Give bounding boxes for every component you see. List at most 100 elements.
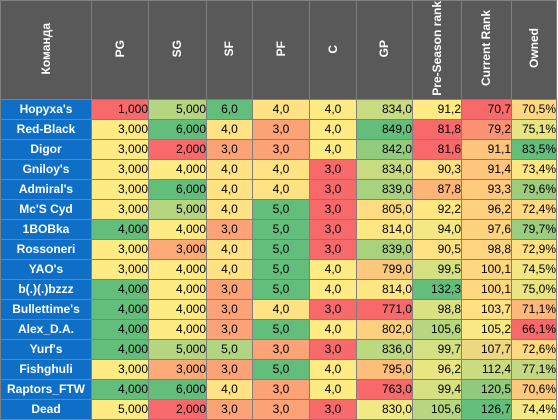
stat-cell[interactable]: 3,000 xyxy=(148,238,207,260)
stat-cell[interactable]: 4,0 xyxy=(206,118,253,140)
stat-cell[interactable]: 4,000 xyxy=(91,338,149,360)
stat-cell[interactable]: 72,6% xyxy=(511,338,557,360)
stat-cell[interactable]: 70,6% xyxy=(511,378,557,400)
team-name-cell[interactable]: Gniloy's xyxy=(0,158,92,180)
team-name-cell[interactable]: Bullettime's xyxy=(0,298,92,320)
stat-cell[interactable]: 103,7 xyxy=(461,298,512,320)
stat-cell[interactable]: 83,5% xyxy=(511,138,557,160)
stat-cell[interactable]: 79,2 xyxy=(461,118,512,140)
stat-cell[interactable]: 74,5% xyxy=(511,258,557,280)
stat-cell[interactable]: 5,000 xyxy=(148,338,207,360)
team-name-cell[interactable]: Mc'S Cyd xyxy=(0,198,92,220)
stat-cell[interactable]: 75,1% xyxy=(511,118,557,140)
stat-cell[interactable]: 6,000 xyxy=(148,178,207,200)
stat-cell[interactable]: 4,0 xyxy=(206,158,253,180)
stat-cell[interactable]: 91,2 xyxy=(412,98,462,120)
stat-cell[interactable]: 72,9% xyxy=(511,238,557,260)
stat-cell[interactable]: 4,000 xyxy=(148,298,207,320)
stat-cell[interactable]: 126,7 xyxy=(461,398,512,420)
stat-cell[interactable]: 799,0 xyxy=(356,258,413,280)
stat-cell[interactable]: 6,000 xyxy=(148,378,207,400)
stat-cell[interactable]: 830,0 xyxy=(356,398,413,420)
stat-cell[interactable]: 4,000 xyxy=(148,318,207,340)
stat-cell[interactable]: 97,6 xyxy=(461,218,512,240)
stat-cell[interactable]: 75,0% xyxy=(511,278,557,300)
stat-cell[interactable]: 3,0 xyxy=(252,398,310,420)
stat-cell[interactable]: 814,0 xyxy=(356,218,413,240)
stat-cell[interactable]: 4,0 xyxy=(309,378,357,400)
stat-cell[interactable]: 74,4% xyxy=(511,398,557,420)
stat-cell[interactable]: 1,000 xyxy=(91,98,149,120)
team-name-cell[interactable]: 1BOBka xyxy=(0,218,92,240)
stat-cell[interactable]: 814,0 xyxy=(356,278,413,300)
stat-cell[interactable]: 5,0 xyxy=(252,318,310,340)
stat-cell[interactable]: 5,0 xyxy=(206,338,253,360)
stat-cell[interactable]: 100,1 xyxy=(461,278,512,300)
stat-cell[interactable]: 3,0 xyxy=(309,198,357,220)
stat-cell[interactable]: 112,4 xyxy=(461,358,512,380)
stat-cell[interactable]: 836,0 xyxy=(356,338,413,360)
stat-cell[interactable]: 839,0 xyxy=(356,238,413,260)
stat-cell[interactable]: 71,1% xyxy=(511,298,557,320)
stat-cell[interactable]: 93,3 xyxy=(461,178,512,200)
stat-cell[interactable]: 4,000 xyxy=(148,218,207,240)
column-header[interactable]: PF xyxy=(252,0,310,100)
stat-cell[interactable]: 81,8 xyxy=(412,118,462,140)
stat-cell[interactable]: 3,000 xyxy=(148,358,207,380)
stat-cell[interactable]: 3,0 xyxy=(206,398,253,420)
stat-cell[interactable]: 72,4% xyxy=(511,198,557,220)
stat-cell[interactable]: 107,7 xyxy=(461,338,512,360)
stat-cell[interactable]: 771,0 xyxy=(356,298,413,320)
stat-cell[interactable]: 98,8 xyxy=(461,238,512,260)
stat-cell[interactable]: 3,0 xyxy=(309,238,357,260)
team-name-cell[interactable]: YAO's xyxy=(0,258,92,280)
stat-cell[interactable]: 105,6 xyxy=(412,398,462,420)
team-name-cell[interactable]: Digor xyxy=(0,138,92,160)
team-name-cell[interactable]: b(.)(.)bzzz xyxy=(0,278,92,300)
stat-cell[interactable]: 4,0 xyxy=(309,118,357,140)
stat-cell[interactable]: 92,2 xyxy=(412,198,462,220)
team-name-cell[interactable]: Fishghuli xyxy=(0,358,92,380)
stat-cell[interactable]: 99,5 xyxy=(412,258,462,280)
stat-cell[interactable]: 90,3 xyxy=(412,158,462,180)
team-name-cell[interactable]: Admiral's xyxy=(0,178,92,200)
column-header[interactable]: Owned xyxy=(511,0,557,100)
stat-cell[interactable]: 2,000 xyxy=(148,398,207,420)
team-name-cell[interactable]: Alex_D.A. xyxy=(0,318,92,340)
stat-cell[interactable]: 5,0 xyxy=(252,238,310,260)
stat-cell[interactable]: 79,7% xyxy=(511,218,557,240)
stat-cell[interactable]: 3,0 xyxy=(252,338,310,360)
team-name-cell[interactable]: Норуха's xyxy=(0,98,92,120)
stat-cell[interactable]: 91,1 xyxy=(461,138,512,160)
stat-cell[interactable]: 79,6% xyxy=(511,178,557,200)
stat-cell[interactable]: 805,0 xyxy=(356,198,413,220)
stat-cell[interactable]: 4,000 xyxy=(148,278,207,300)
stat-cell[interactable]: 3,000 xyxy=(91,198,149,220)
stat-cell[interactable]: 5,000 xyxy=(91,398,149,420)
stat-cell[interactable]: 3,0 xyxy=(309,298,357,320)
stat-cell[interactable]: 6,0 xyxy=(206,98,253,120)
column-header[interactable]: SF xyxy=(206,0,253,100)
stat-cell[interactable]: 3,000 xyxy=(91,258,149,280)
stat-cell[interactable]: 96,2 xyxy=(461,198,512,220)
team-name-cell[interactable]: Rossoneri xyxy=(0,238,92,260)
stat-cell[interactable]: 834,0 xyxy=(356,98,413,120)
stat-cell[interactable]: 5,0 xyxy=(252,198,310,220)
stat-cell[interactable]: 4,0 xyxy=(252,98,310,120)
stat-cell[interactable]: 70,5% xyxy=(511,98,557,120)
stat-cell[interactable]: 99,4 xyxy=(412,378,462,400)
stat-cell[interactable]: 3,0 xyxy=(309,158,357,180)
stat-cell[interactable]: 3,0 xyxy=(252,138,310,160)
stat-cell[interactable]: 842,0 xyxy=(356,138,413,160)
stat-cell[interactable]: 3,0 xyxy=(206,298,253,320)
stat-cell[interactable]: 4,0 xyxy=(309,358,357,380)
column-header[interactable]: GP xyxy=(356,0,413,100)
team-name-cell[interactable]: Raptors_FTW xyxy=(0,378,92,400)
stat-cell[interactable]: 3,0 xyxy=(206,218,253,240)
stat-cell[interactable]: 4,000 xyxy=(91,278,149,300)
stat-cell[interactable]: 795,0 xyxy=(356,358,413,380)
column-header[interactable]: PG xyxy=(91,0,149,100)
stat-cell[interactable]: 3,0 xyxy=(252,378,310,400)
stat-cell[interactable]: 4,0 xyxy=(309,278,357,300)
stat-cell[interactable]: 763,0 xyxy=(356,378,413,400)
